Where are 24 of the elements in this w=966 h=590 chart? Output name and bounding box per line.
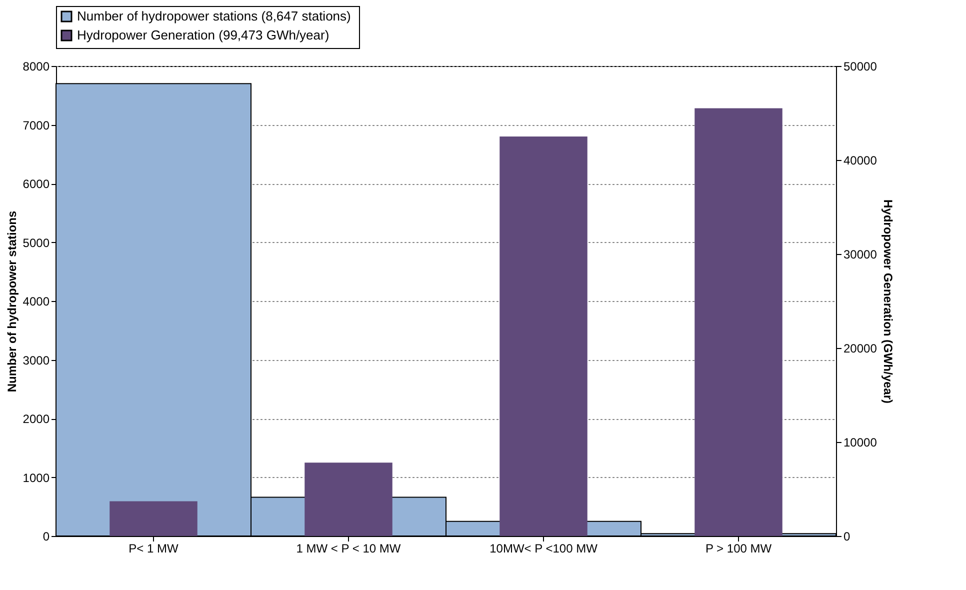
y2-tick-label: 50000 [844, 60, 878, 74]
y2-tick-label: 10000 [844, 436, 878, 450]
y-tick-label: 1000 [22, 470, 50, 485]
y2-axis-title: Hydropower Generation (GWh/year) [880, 199, 895, 404]
x-tick-label: 10MW< P <100 MW [490, 542, 598, 556]
y-tick-label: 6000 [22, 177, 50, 191]
x-tick-label: 1 MW < P < 10 MW [296, 542, 402, 556]
y2-tick-label: 30000 [844, 248, 878, 262]
y-tick-label: 2000 [22, 412, 50, 426]
y-tick-label: 5000 [22, 236, 50, 250]
y-tick-label: 0 [42, 530, 50, 544]
y2-tick-label: 20000 [844, 342, 878, 356]
y-tick-label: 8000 [22, 60, 50, 74]
y-tick-label: 4000 [22, 294, 50, 308]
y2-tick-label: 40000 [844, 154, 878, 168]
x-tick-label: P > 100 MW [705, 542, 772, 556]
bar [110, 501, 198, 536]
y-axis-title: Number of hydropower stations [4, 210, 19, 392]
y2-tick-label: 0 [844, 530, 850, 544]
legend-label: Number of hydropower stations (8,647 stations) [77, 8, 351, 24]
x-tick-label: P< 1 MW [128, 542, 180, 556]
y-tick-label: 7000 [22, 118, 50, 132]
y-tick-label: 3000 [22, 353, 50, 368]
legend-label: Hydropower Generation (99,473 GWh/year) [77, 28, 330, 42]
